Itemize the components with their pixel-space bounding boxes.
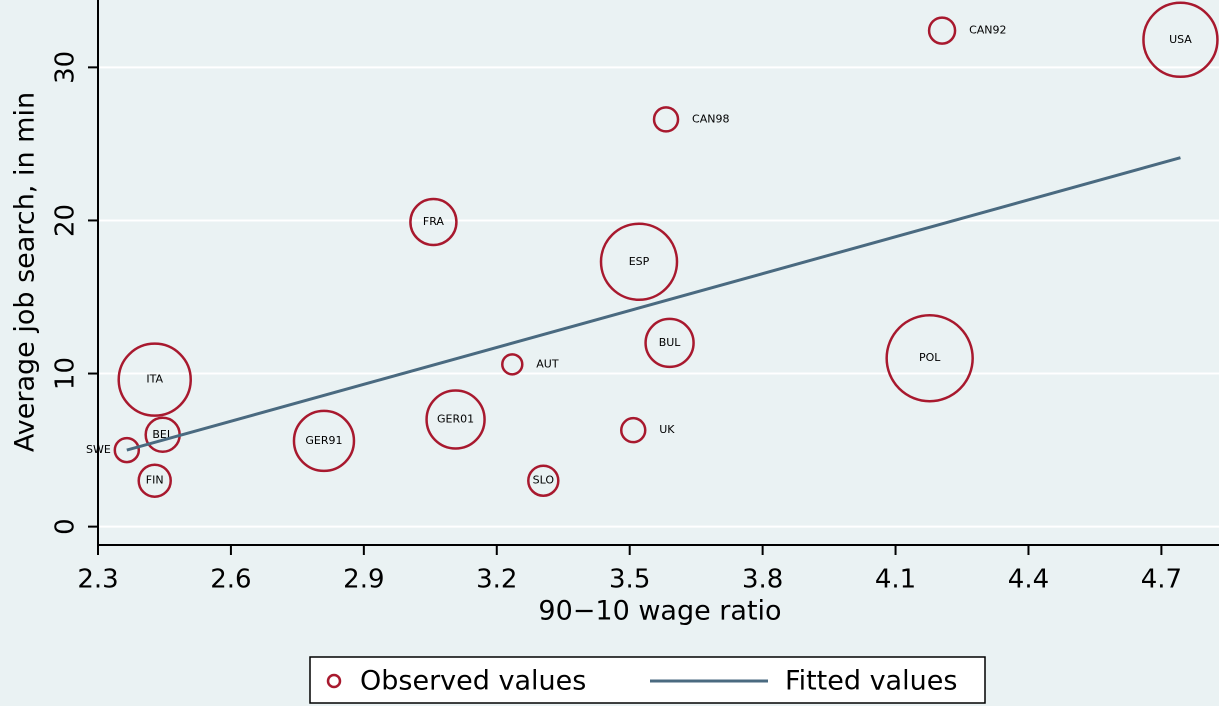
legend-label: Fitted values	[785, 666, 957, 697]
point-label: ESP	[629, 255, 650, 268]
legend-label: Observed values	[360, 666, 586, 697]
bubble	[409, 197, 458, 247]
point-label: SLO	[533, 474, 555, 487]
x-tick-label: 2.3	[77, 565, 118, 595]
bubble	[425, 389, 486, 450]
bubble	[652, 106, 680, 133]
y-tick-label: 0	[51, 518, 81, 535]
y-tick-label: 10	[51, 357, 81, 390]
x-axis-label: 90−10 wage ratio	[538, 596, 781, 627]
point-label: GER01	[437, 412, 474, 425]
x-tick-label: 4.1	[875, 565, 916, 595]
y-tick-label: 20	[51, 204, 81, 237]
bubble	[137, 463, 172, 498]
bubble	[599, 222, 679, 302]
point-label: CAN92	[969, 24, 1006, 37]
bubble	[117, 342, 192, 417]
point-label: POL	[919, 351, 941, 364]
bubble	[644, 317, 695, 369]
point-label: SWE	[86, 443, 111, 456]
point-label: AUT	[536, 357, 559, 370]
point-label: BUL	[659, 336, 682, 349]
bubble	[501, 353, 524, 376]
x-tick-label: 3.8	[742, 565, 783, 595]
point-label: GER91	[305, 434, 342, 447]
bubble	[292, 409, 356, 473]
point-label: FIN	[146, 474, 164, 487]
x-tick-label: 3.2	[476, 565, 517, 595]
x-tick-label: 2.9	[343, 565, 384, 595]
bubble	[927, 16, 957, 45]
point-label: ITA	[146, 373, 163, 386]
point-label: CAN98	[692, 112, 729, 125]
point-label: UK	[659, 423, 675, 436]
legend	[309, 656, 986, 704]
x-tick-label: 4.4	[1008, 565, 1049, 595]
y-axis-label: Average job search, in min	[10, 92, 41, 452]
x-tick-label: 2.6	[210, 565, 251, 595]
bubble	[619, 416, 647, 444]
bubble	[527, 464, 560, 497]
x-tick-label: 4.7	[1141, 565, 1182, 595]
bubble	[113, 436, 141, 464]
point-label: USA	[1169, 33, 1192, 46]
legend-marker	[326, 673, 342, 689]
y-tick-label: 30	[51, 51, 81, 84]
point-label: FRA	[423, 215, 445, 228]
bubble	[885, 313, 974, 403]
fitted-line	[126, 156, 1181, 452]
bubble	[1142, 1, 1219, 79]
x-tick-label: 3.5	[609, 565, 650, 595]
